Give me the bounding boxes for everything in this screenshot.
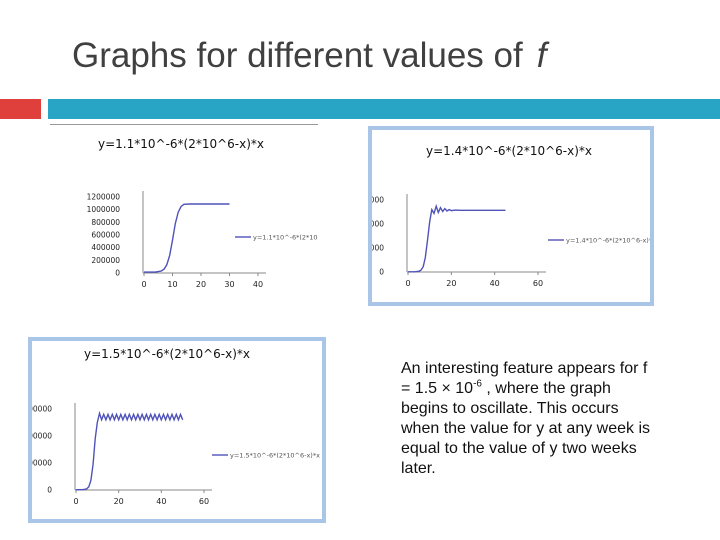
- chart-title: y=1.5*10^-6*(2*10^6-x)*x: [84, 347, 251, 361]
- accent-red-block: [0, 99, 41, 119]
- chart-panel-3: y=1.5*10^-6*(2*10^6-x)*x 0 500000 1000000 1…: [28, 337, 326, 523]
- x-tick-label: 60: [533, 279, 543, 288]
- title-text: Graphs for different values of: [72, 36, 523, 75]
- series-line: [144, 203, 230, 273]
- chart-plot-3: 0 500000 1000000 1500000 0 20 40 60 y=1.5*10^-6*…: [32, 403, 320, 506]
- legend-label: y=1.4*10^-6*(2*10^6-x)*x: [566, 237, 650, 245]
- y-tick-label: 400000: [91, 243, 120, 252]
- accent-teal-bar: [48, 99, 720, 119]
- x-tick-label: 40: [490, 279, 500, 288]
- chart-panel-2: y=1.4*10^-6*(2*10^6-x)*x 0 500000 1000000 1…: [368, 126, 654, 306]
- legend-label: y=1.5*10^-6*(2*10^6-x)*x: [230, 452, 320, 460]
- chart-title: y=1.1*10^-6*(2*10^6-x)*x: [98, 137, 265, 151]
- y-tick-label: 200000: [91, 256, 120, 265]
- x-tick-label: 0: [405, 279, 410, 288]
- y-tick-label: 500000: [32, 459, 52, 468]
- x-tick-label: 10: [167, 280, 177, 289]
- y-tick-label: 500000: [372, 244, 384, 253]
- x-tick-label: 20: [114, 497, 124, 506]
- description-part-2: , where the graph begins to oscillate. T…: [401, 380, 651, 477]
- chart-title: y=1.4*10^-6*(2*10^6-x)*x: [426, 144, 593, 158]
- y-tick-label: 1200000: [87, 193, 121, 202]
- y-tick-label: 1500000: [372, 196, 384, 205]
- slide-title: Graphs for different values of f: [72, 36, 712, 76]
- description-text: An interesting feature appears for f = 1…: [401, 359, 651, 479]
- legend-label: y=1.1*10^-6*(2*10^6-x)*x: [253, 234, 318, 242]
- x-tick-label: 30: [224, 280, 234, 289]
- series-line: [408, 203, 506, 273]
- x-tick-label: 0: [141, 280, 146, 289]
- y-tick-label: 0: [47, 486, 52, 495]
- y-tick-label: 0: [115, 269, 120, 278]
- title-variable: f: [536, 36, 547, 75]
- description-part-1: An interesting feature appears for f = 1…: [401, 360, 648, 397]
- chart-plot-1: 0 200000 400000 600000 800000 1000000 1200000 0…: [87, 191, 318, 289]
- chart-plot-2: 0 500000 1000000 1500000 0 20 40 60 y=1.4*10^-6*…: [372, 194, 650, 288]
- x-tick-label: 40: [253, 280, 263, 289]
- y-tick-label: 1000000: [372, 220, 384, 229]
- y-tick-label: 800000: [91, 218, 120, 227]
- y-tick-label: 600000: [91, 231, 120, 240]
- x-tick-label: 60: [199, 497, 209, 506]
- series-line: [76, 410, 184, 491]
- chart-panel-1: y=1.1*10^-6*(2*10^6-x)*x 0 200000 400000 60…: [50, 124, 318, 300]
- x-tick-label: 40: [156, 497, 166, 506]
- x-tick-label: 20: [196, 280, 206, 289]
- y-tick-label: 1000000: [32, 432, 52, 441]
- x-tick-label: 0: [73, 497, 78, 506]
- y-tick-label: 1000000: [87, 205, 121, 214]
- y-tick-label: 0: [379, 268, 384, 277]
- x-tick-label: 20: [446, 279, 456, 288]
- y-tick-label: 1500000: [32, 405, 52, 414]
- description-exponent: -6: [473, 378, 482, 390]
